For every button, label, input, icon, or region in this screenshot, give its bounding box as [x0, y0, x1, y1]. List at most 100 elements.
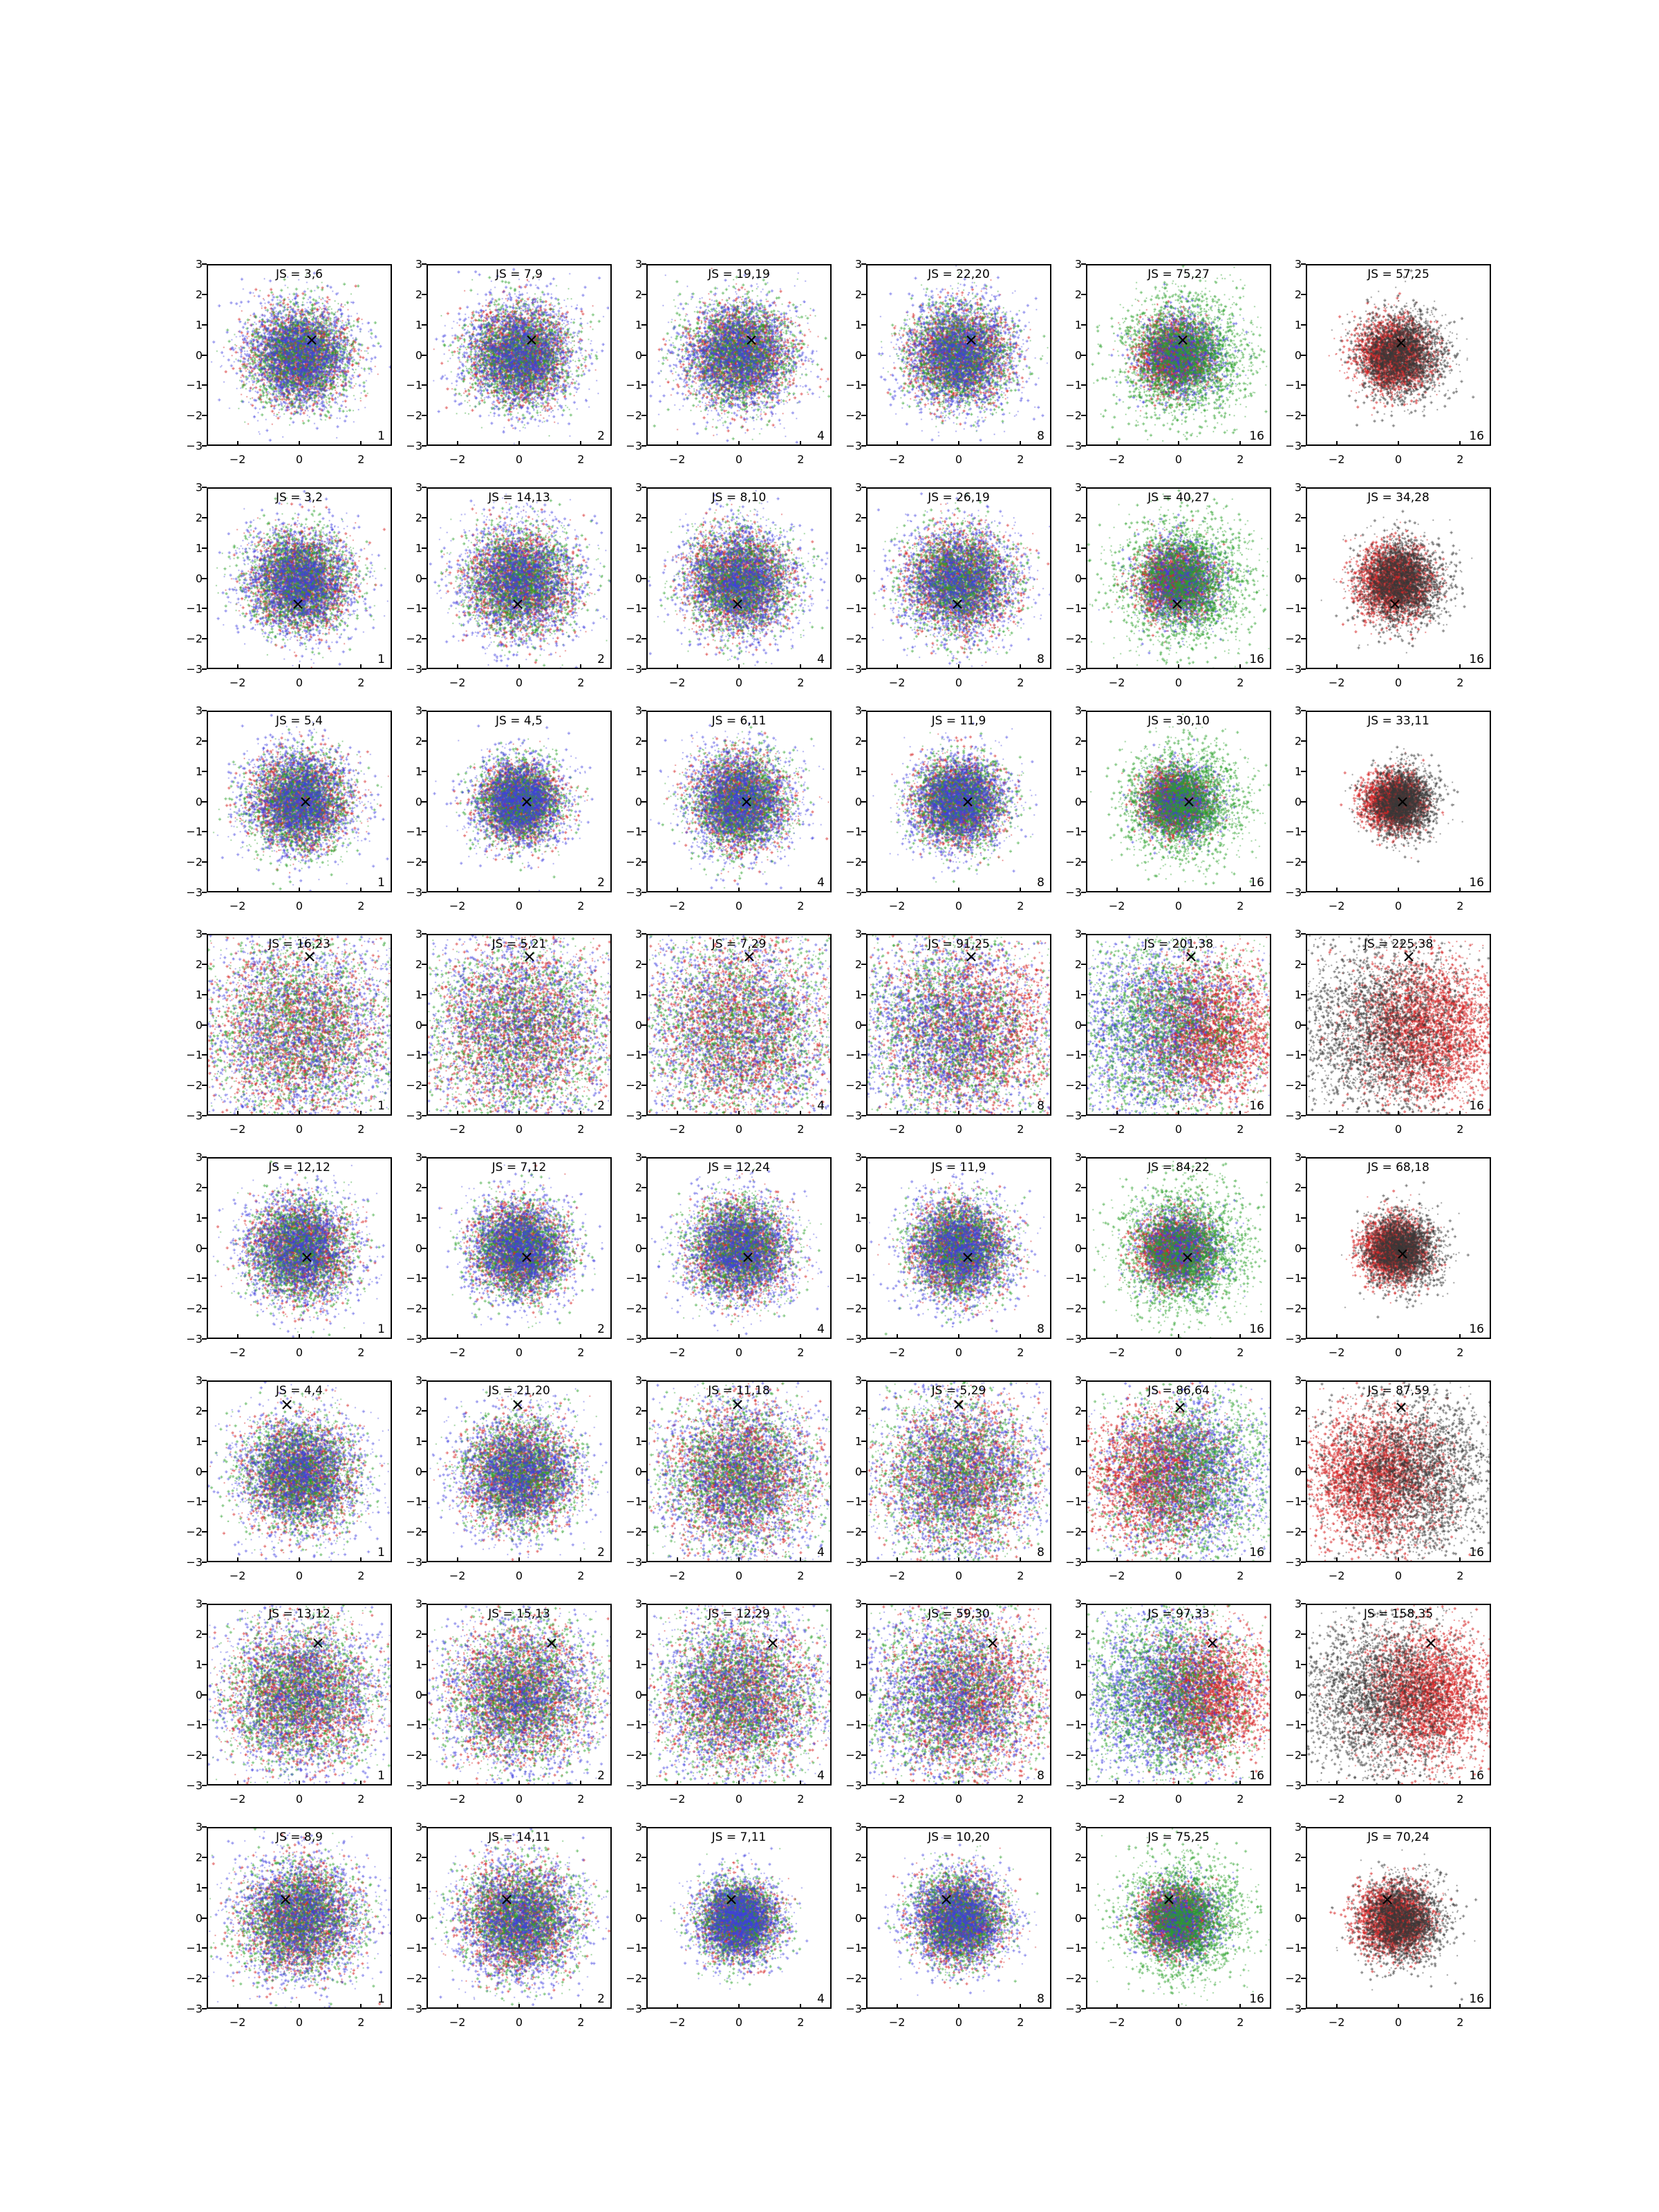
x-tick-mark [676, 1111, 678, 1116]
x-tick-label: −2 [888, 899, 906, 912]
y-tick-label: −3 [406, 1332, 422, 1346]
y-tick-mark [202, 1633, 207, 1635]
y-tick-mark [1081, 1156, 1086, 1158]
y-tick-mark [1081, 1603, 1086, 1604]
panel-axes: JS = 11,9 8 [866, 1157, 1051, 1339]
panel-axes: JS = 30,10 16 [1086, 711, 1271, 892]
x-tick-mark [1335, 1557, 1338, 1562]
scatter-points [1307, 1159, 1490, 1338]
y-tick-mark [861, 1186, 866, 1188]
y-tick-mark [202, 1440, 207, 1442]
y-tick-mark [202, 1247, 207, 1249]
y-axis: 3 2 1 0 −1 −2 −3 [1285, 1821, 1491, 2016]
y-tick-mark [422, 263, 427, 265]
x-tick-label: −2 [229, 676, 246, 689]
y-tick-label: 2 [415, 734, 422, 748]
x-tick-mark [800, 441, 802, 446]
y-tick-label: 2 [635, 1850, 642, 1864]
y-tick-label: −2 [186, 1302, 203, 1315]
y-tick-mark [202, 1785, 207, 1786]
center-marker-icon [1388, 597, 1402, 614]
center-marker-icon [961, 1250, 975, 1267]
scatter-panel: JS = 91,25 8 3 2 1 0 −1 −2 −3 −2 0 2 [845, 928, 1051, 1136]
y-tick-label: 3 [854, 1374, 862, 1387]
y-tick-label: −1 [626, 1494, 642, 1508]
panel-axes: JS = 91,25 8 [866, 934, 1051, 1116]
x-tick-mark [1335, 2004, 1338, 2009]
y-tick-mark [422, 1054, 427, 1056]
y-tick-label: 1 [854, 765, 862, 778]
y-tick-label: 2 [1074, 511, 1082, 525]
y-tick-mark [1301, 263, 1306, 265]
y-axis: 3 2 1 0 −1 −2 −3 [845, 1151, 1051, 1346]
y-tick-label: 1 [415, 318, 422, 332]
y-tick-label: −3 [845, 439, 862, 453]
panel-axes: JS = 21,20 2 [427, 1380, 612, 1562]
x-tick-mark [738, 1334, 740, 1339]
panel-corner-label: 8 [1037, 1992, 1044, 2006]
y-tick-label: 2 [1074, 957, 1082, 971]
panel-axes: JS = 15,13 2 [427, 1604, 612, 1785]
scatter-points [648, 1828, 830, 2007]
y-tick-label: 2 [854, 734, 862, 748]
y-tick-label: −3 [1065, 1332, 1082, 1346]
y-axis: 3 2 1 0 −1 −2 −3 [626, 1597, 832, 1792]
y-axis: 3 2 1 0 −1 −2 −3 [1285, 1597, 1491, 1792]
y-tick-mark [641, 1603, 646, 1604]
y-tick-label: 0 [635, 1911, 642, 1924]
x-tick-label: 0 [955, 2016, 963, 2029]
x-tick-label: −2 [229, 453, 246, 466]
y-tick-mark [422, 1380, 427, 1381]
y-tick-label: −2 [1065, 1078, 1082, 1092]
scatter-panel: JS = 8,10 4 3 2 1 0 −1 −2 −3 −2 0 2 [626, 481, 832, 689]
x-tick-mark [1116, 441, 1118, 446]
y-tick-mark [641, 710, 646, 711]
y-tick-label: −1 [406, 1718, 422, 1732]
y-axis: 3 2 1 0 −1 −2 −3 [406, 1151, 612, 1346]
y-tick-label: 1 [635, 1434, 642, 1448]
x-tick-mark [360, 664, 362, 669]
y-tick-label: −1 [406, 1048, 422, 1062]
y-tick-label: 2 [1294, 734, 1302, 748]
y-tick-label: 2 [635, 288, 642, 301]
y-tick-mark [422, 861, 427, 863]
y-tick-label: −3 [1065, 885, 1082, 899]
panel-corner-label: 16 [1469, 429, 1484, 443]
scatter-points [428, 1605, 610, 1784]
y-tick-mark [1301, 1024, 1306, 1026]
scatter-points [868, 935, 1050, 1114]
y-tick-label: 0 [635, 1465, 642, 1478]
y-tick-mark [1301, 933, 1306, 935]
scatter-panel: JS = 19,19 4 3 2 1 0 −1 −2 −3 −2 0 2 [626, 258, 832, 466]
y-tick-label: 2 [635, 734, 642, 748]
y-tick-mark [1081, 861, 1086, 863]
y-tick-mark [202, 1085, 207, 1087]
y-tick-label: 2 [1074, 734, 1082, 748]
y-tick-mark [1081, 1024, 1086, 1026]
y-tick-mark [861, 1156, 866, 1158]
y-axis: 3 2 1 0 −1 −2 −3 [845, 258, 1051, 453]
x-tick-label: 2 [577, 453, 585, 466]
scatter-panel: JS = 12,12 1 3 2 1 0 −1 −2 −3 −2 0 2 [186, 1151, 392, 1359]
scatter-points [648, 265, 830, 444]
y-tick-label: 0 [854, 795, 862, 808]
y-tick-mark [1301, 324, 1306, 326]
x-tick-mark [360, 1111, 362, 1116]
y-tick-mark [1301, 638, 1306, 640]
y-tick-mark [1081, 1562, 1086, 1563]
y-tick-label: 0 [854, 1465, 862, 1478]
y-tick-label: −1 [626, 1271, 642, 1285]
y-tick-label: 3 [195, 1150, 203, 1164]
center-marker-icon [731, 597, 744, 614]
x-tick-mark [1398, 1781, 1399, 1785]
panel-corner-label: 2 [597, 1546, 605, 1559]
scatter-points [1087, 1828, 1270, 2007]
y-tick-mark [202, 384, 207, 386]
scatter-points [208, 1605, 391, 1784]
y-tick-mark [422, 1440, 427, 1442]
x-tick-mark [360, 1557, 362, 1562]
x-tick-mark [299, 1557, 300, 1562]
scatter-points [1087, 265, 1270, 444]
y-tick-label: 2 [195, 1850, 203, 1864]
scatter-points [208, 265, 391, 444]
